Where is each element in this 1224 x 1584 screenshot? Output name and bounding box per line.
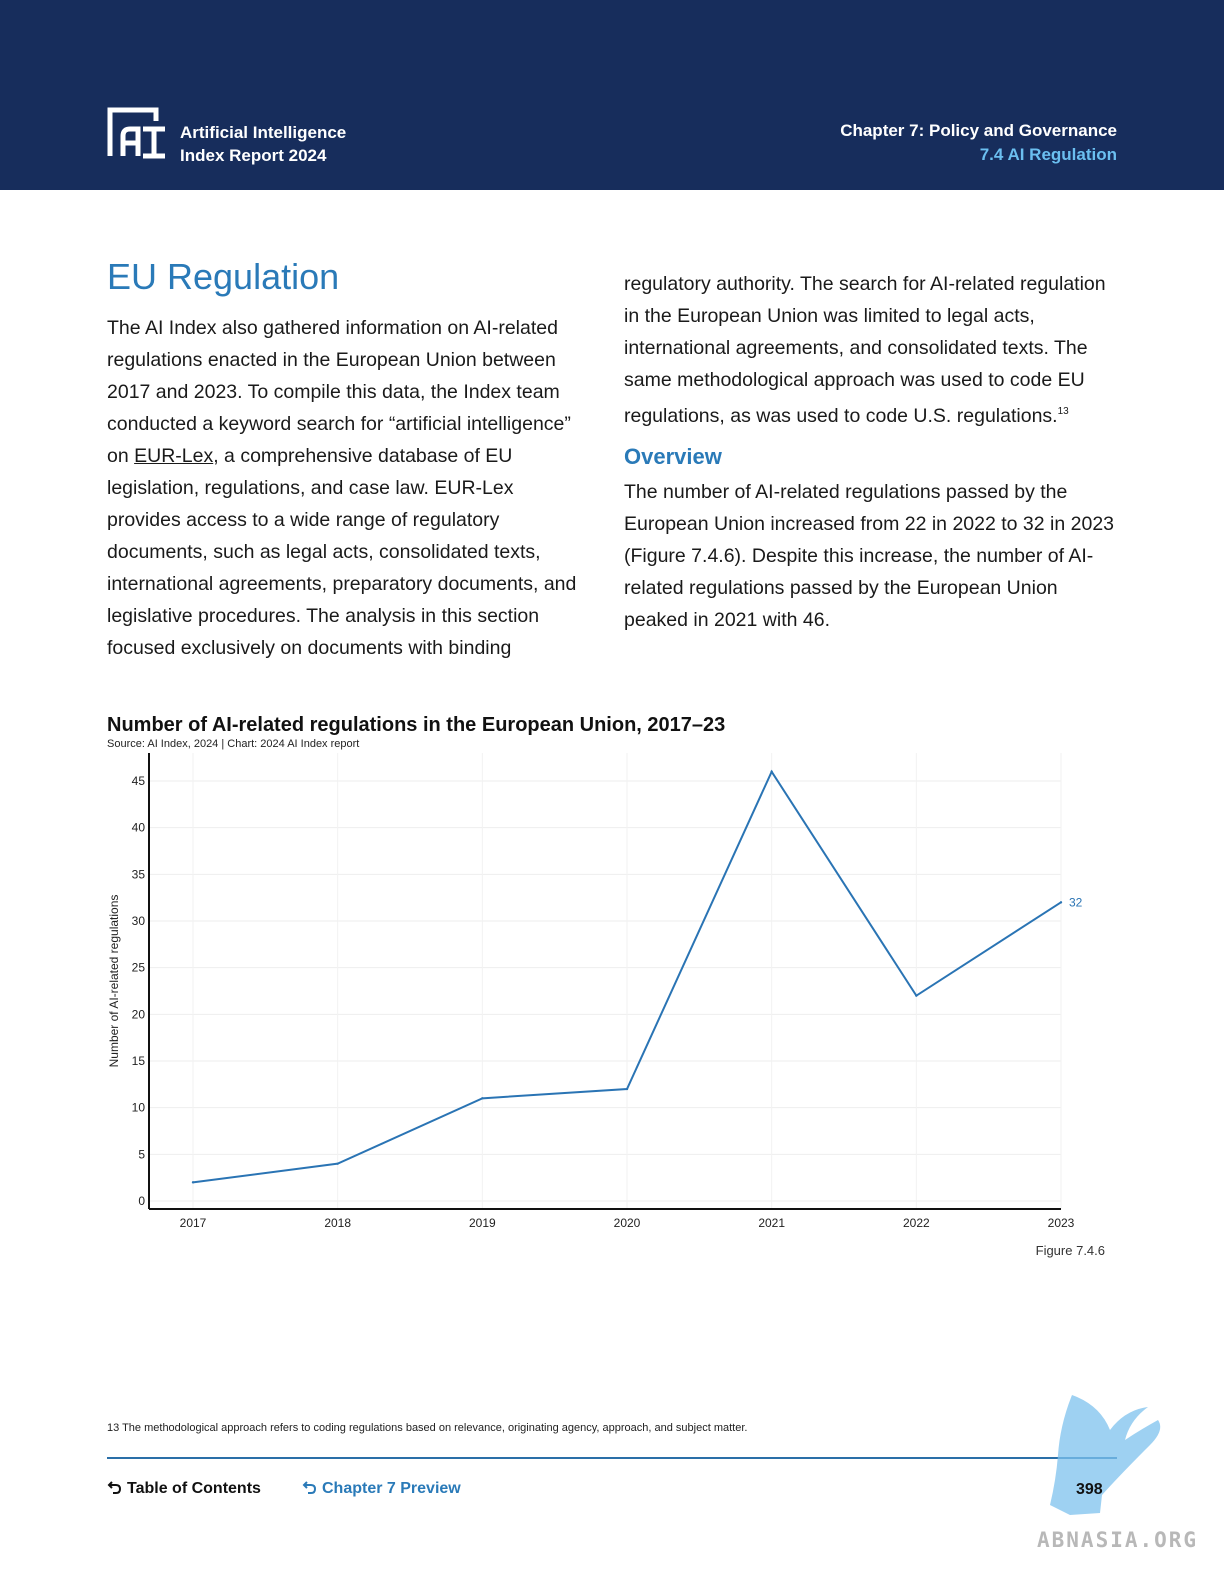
table-of-contents-link[interactable]: Table of Contents (107, 1480, 261, 1498)
ai-index-logo (107, 107, 165, 159)
figure-label: Figure 7.4.6 (1035, 1243, 1105, 1258)
left-paragraph: The AI Index also gathered information o… (107, 312, 577, 664)
data-point (336, 1162, 339, 1165)
header-banner: Artificial Intelligence Index Report 202… (0, 0, 1224, 190)
chapter-preview-link[interactable]: Chapter 7 Preview (302, 1480, 461, 1498)
overview-paragraph: The number of AI-related regulations pas… (624, 481, 1115, 631)
right-column: regulatory authority. The search for AI-… (624, 268, 1119, 636)
x-tick-label: 2017 (180, 1216, 207, 1230)
toc-label: Table of Contents (127, 1480, 261, 1497)
chart-title: Number of AI-related regulations in the … (107, 714, 726, 736)
chapter-preview-label: Chapter 7 Preview (322, 1480, 461, 1497)
y-tick-label: 35 (132, 867, 146, 881)
report-title: Artificial Intelligence Index Report 202… (180, 121, 346, 167)
left-text-a: The AI Index also gathered information o… (107, 317, 571, 467)
footer-divider (107, 1457, 1117, 1459)
y-tick-label: 5 (138, 1147, 145, 1161)
eur-lex-link[interactable]: EUR-Lex (134, 445, 214, 467)
page-number: 398 (1076, 1481, 1103, 1498)
y-tick-label: 45 (132, 774, 146, 788)
chapter-heading: Chapter 7: Policy and Governance 7.4 AI … (840, 119, 1117, 167)
y-tick-label: 10 (132, 1101, 146, 1115)
y-tick-label: 15 (132, 1054, 146, 1068)
data-point (481, 1097, 484, 1100)
y-tick-label: 0 (138, 1194, 145, 1208)
footnote-ref[interactable]: 13 (1057, 406, 1069, 417)
x-tick-label: 2020 (614, 1216, 641, 1230)
data-point (770, 770, 773, 773)
right-text: regulatory authority. The search for AI-… (624, 273, 1106, 427)
report-title-line2: Index Report 2024 (180, 146, 327, 165)
chapter-title: Chapter 7: Policy and Governance (840, 121, 1117, 140)
report-title-line1: Artificial Intelligence (180, 123, 347, 142)
footnote: 13 The methodological approach refers to… (107, 1422, 748, 1434)
return-arrow-icon (302, 1481, 317, 1494)
x-tick-label: 2023 (1048, 1216, 1075, 1230)
page-title: EU Regulation (107, 256, 340, 297)
y-tick-label: 40 (132, 821, 146, 835)
left-text-b: , a comprehensive database of EU legisla… (107, 445, 577, 659)
watermark-text: ABNASIA.ORG (1037, 1528, 1199, 1552)
griffin-watermark-logo (1050, 1395, 1161, 1515)
return-arrow-icon (107, 1481, 122, 1494)
y-tick-label: 30 (132, 914, 146, 928)
chart-source: Source: AI Index, 2024 | Chart: 2024 AI … (107, 738, 360, 750)
x-tick-label: 2019 (469, 1216, 496, 1230)
x-tick-label: 2022 (903, 1216, 930, 1230)
data-point (1059, 901, 1063, 904)
overview-heading: Overview (624, 444, 722, 469)
section-title: 7.4 AI Regulation (979, 145, 1117, 164)
x-tick-label: 2018 (324, 1216, 351, 1230)
data-point (191, 1181, 195, 1184)
x-tick-label: 2021 (758, 1216, 785, 1230)
end-value-label: 32 (1069, 895, 1083, 909)
y-tick-label: 25 (132, 961, 146, 975)
left-column: The AI Index also gathered information o… (107, 312, 577, 664)
line-chart: 0 5 10 15 20 25 30 35 40 45 2017 2018 2019 2020 2021 20… (107, 753, 1083, 1230)
data-point (915, 994, 918, 997)
right-paragraph: regulatory authority. The search for AI-… (624, 268, 1119, 432)
data-point (625, 1087, 629, 1091)
y-axis-title: Number of AI-related regulations (107, 895, 121, 1068)
y-tick-label: 20 (132, 1007, 146, 1021)
